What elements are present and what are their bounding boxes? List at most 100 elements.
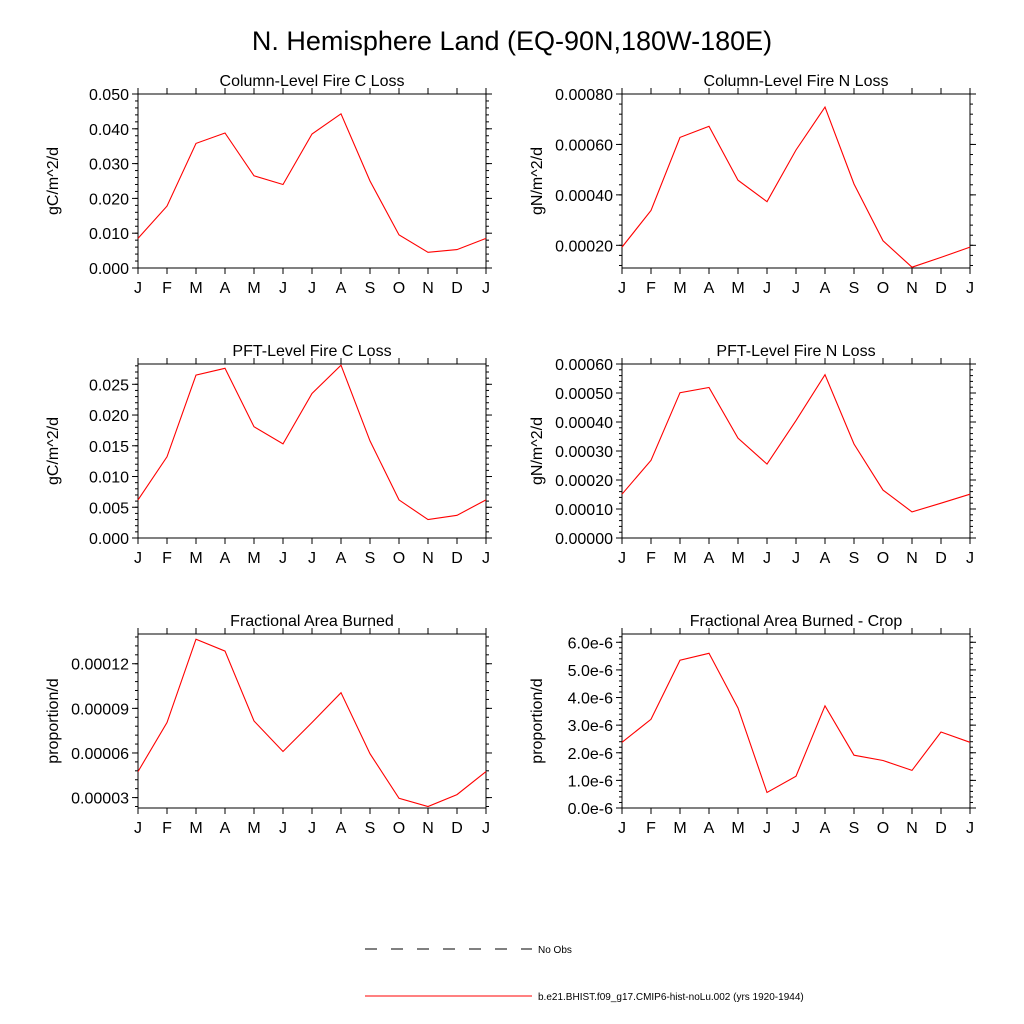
x-tick-label: N [906,820,918,837]
x-tick-label: J [134,820,142,837]
series-line [621,373,971,513]
x-tick-label: J [966,820,974,837]
plot-frame [137,633,487,809]
x-tick-label: N [906,550,918,567]
x-tick-label: A [336,550,347,567]
x-tick-label: J [792,550,800,567]
x-tick-label: A [336,820,347,837]
x-tick-label: J [618,820,626,837]
x-tick-label: J [763,550,771,567]
y-axis-label: gN/m^2/d [529,417,546,485]
x-tick-label: N [422,820,434,837]
x-tick-label: D [451,820,463,837]
x-tick-label: A [704,280,715,297]
x-tick-label: J [792,280,800,297]
x-tick-label: O [877,280,889,297]
panel-title: Column-Level Fire C Loss [220,73,405,90]
series-line [621,105,971,268]
y-tick-label: 0.00040 [555,188,613,205]
y-axis-label: gC/m^2/d [45,417,62,485]
x-tick-label: M [247,550,260,567]
series-line [137,112,487,253]
y-tick-label: 1.0e-6 [568,773,613,790]
x-tick-label: D [935,280,947,297]
y-tick-label: 0.010 [89,470,129,487]
panel-title: PFT-Level Fire N Loss [716,343,875,360]
x-tick-label: A [704,550,715,567]
y-tick-label: 0.00060 [555,357,613,374]
x-tick-label: J [279,820,287,837]
y-tick-label: 0.020 [89,408,129,425]
y-tick-label: 0.00009 [71,701,129,718]
x-tick-label: M [189,820,202,837]
y-tick-label: 0.00010 [555,502,613,519]
y-tick-label: 0.00006 [71,746,129,763]
x-tick-label: F [162,550,172,567]
x-tick-label: N [906,280,918,297]
x-tick-label: M [247,280,260,297]
x-tick-label: D [935,820,947,837]
x-tick-label: M [673,550,686,567]
y-tick-label: 0.00020 [555,473,613,490]
y-tick-label: 0.020 [89,191,129,208]
y-tick-label: 0.030 [89,157,129,174]
x-tick-label: N [422,550,434,567]
y-tick-label: 0.00080 [555,87,613,104]
y-tick-label: 5.0e-6 [568,663,613,680]
y-tick-label: 0.00060 [555,137,613,154]
x-tick-label: J [279,550,287,567]
x-tick-label: O [393,280,405,297]
series-line [137,364,487,521]
panel-title: PFT-Level Fire C Loss [232,343,391,360]
x-tick-label: O [393,820,405,837]
x-tick-label: D [451,280,463,297]
legend-label-no-obs: No Obs [538,945,572,956]
y-tick-label: 0.000 [89,531,129,548]
y-axis-label: gN/m^2/d [529,147,546,215]
x-tick-label: M [731,820,744,837]
figure-title: N. Hemisphere Land (EQ-90N,180W-180E) [252,26,772,56]
plot-frame [621,633,971,809]
y-axis-label: proportion/d [45,678,62,763]
y-tick-label: 0.00020 [555,238,613,255]
y-tick-label: 0.015 [89,439,129,456]
panel-title: Fractional Area Burned - Crop [690,613,903,630]
x-tick-label: O [877,820,889,837]
x-tick-label: A [220,280,231,297]
y-tick-label: 0.040 [89,122,129,139]
legend-label-model: b.e21.BHIST.f09_g17.CMIP6-hist-noLu.002 … [538,992,804,1003]
x-tick-label: J [763,820,771,837]
x-tick-label: M [731,280,744,297]
x-tick-label: J [792,820,800,837]
x-tick-label: A [704,820,715,837]
x-tick-label: D [451,550,463,567]
x-tick-label: J [308,280,316,297]
x-tick-label: A [336,280,347,297]
x-tick-label: S [365,820,376,837]
y-tick-label: 0.0e-6 [568,801,613,818]
y-tick-label: 4.0e-6 [568,691,613,708]
y-tick-label: 0.00040 [555,415,613,432]
x-tick-label: O [877,550,889,567]
x-tick-label: F [646,820,656,837]
y-tick-label: 0.025 [89,377,129,394]
x-tick-label: S [365,550,376,567]
x-tick-label: A [820,820,831,837]
x-tick-label: J [279,280,287,297]
y-tick-label: 0.010 [89,226,129,243]
y-tick-label: 0.000 [89,261,129,278]
y-tick-label: 6.0e-6 [568,635,613,652]
y-axis-label: gC/m^2/d [45,147,62,215]
x-tick-label: J [618,550,626,567]
x-tick-label: M [673,280,686,297]
y-tick-label: 0.00012 [71,657,129,674]
x-tick-label: F [162,280,172,297]
y-tick-label: 2.0e-6 [568,746,613,763]
x-tick-label: A [820,550,831,567]
